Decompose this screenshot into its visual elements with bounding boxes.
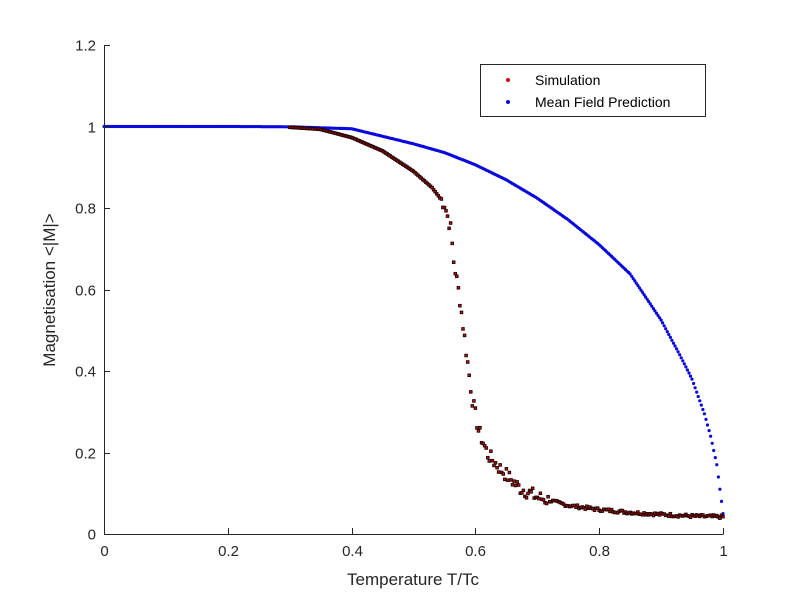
x-tick-label: 0.6	[465, 543, 486, 560]
plot-area	[102, 124, 725, 520]
x-tick-label: 0.2	[218, 543, 239, 560]
y-tick-label: 1	[88, 120, 96, 137]
x-axis: 0 0.2 0.4 0.6 0.8 1	[100, 528, 728, 560]
simulation-marker-icon	[506, 78, 510, 82]
legend-item-simulation: Simulation	[506, 72, 600, 88]
y-tick-label: 0	[88, 527, 96, 544]
simulation-series	[287, 125, 725, 520]
legend-label-mean-field: Mean Field Prediction	[535, 94, 670, 110]
legend-label-simulation: Simulation	[535, 72, 600, 88]
y-tick-label: 1.2	[75, 38, 96, 55]
y-axis-label: Magnetisation <|M|>	[40, 213, 59, 366]
y-tick-label: 0.2	[75, 446, 96, 463]
y-tick-label: 0.4	[75, 364, 96, 381]
mean-field-series	[102, 124, 725, 516]
x-tick-label: 0.8	[589, 543, 610, 560]
x-tick-label: 0	[100, 543, 108, 560]
y-tick-label: 0.8	[75, 201, 96, 218]
y-tick-label: 0.6	[75, 283, 96, 300]
x-axis-label: Temperature T/Tc	[347, 570, 479, 589]
x-tick-label: 0.4	[342, 543, 363, 560]
legend-item-mean-field: Mean Field Prediction	[506, 94, 670, 110]
x-tick-label: 1	[719, 543, 727, 560]
y-axis: 0 0.2 0.4 0.6 0.8 1 1.2	[75, 38, 110, 544]
mean-field-marker-icon	[506, 100, 510, 104]
legend: Simulation Mean Field Prediction	[480, 64, 706, 117]
